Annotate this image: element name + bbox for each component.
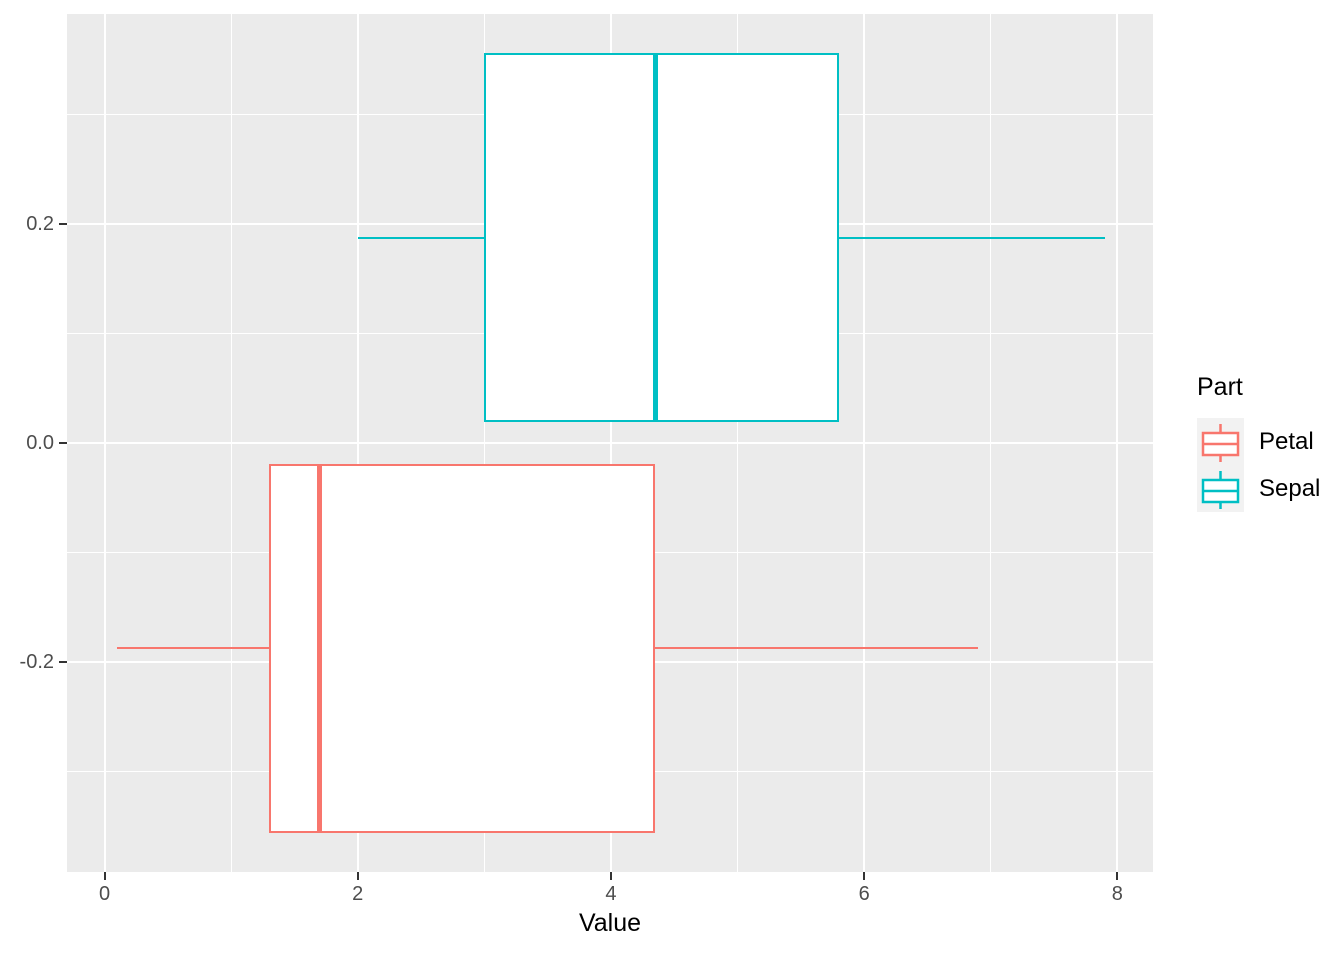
median-petal <box>317 463 323 834</box>
x-tick-label: 8 <box>1111 883 1123 905</box>
median-sepal <box>652 52 658 423</box>
legend-title: Part <box>1197 373 1243 401</box>
boxplot-key-icon <box>1201 424 1240 462</box>
x-tick-mark <box>103 872 106 880</box>
whisker-left-petal <box>117 647 270 650</box>
legend-key-petal <box>1197 418 1244 465</box>
y-tick-mark <box>59 660 67 663</box>
legend-label-sepal: Sepal <box>1259 475 1321 502</box>
y-tick-label: 0.2 <box>26 213 54 235</box>
box-sepal <box>484 52 839 423</box>
y-tick-mark <box>59 223 67 225</box>
y-tick-label: 0.0 <box>26 432 54 454</box>
legend-key-sepal <box>1197 465 1244 512</box>
x-tick-mark <box>863 872 866 880</box>
x-tick-mark <box>356 872 359 880</box>
boxplot-key-icon <box>1201 471 1240 509</box>
x-tick-mark <box>1116 872 1119 880</box>
x-tick-mark <box>609 872 612 880</box>
x-tick-label: 4 <box>605 883 617 905</box>
legend-label-petal: Petal <box>1259 428 1314 455</box>
y-tick-label: -0.2 <box>19 650 54 673</box>
y-tick-mark <box>59 442 67 444</box>
legend-entry-petal: Petal <box>1197 418 1344 465</box>
x-tick-label: 2 <box>352 883 364 905</box>
whisker-left-sepal <box>357 236 485 239</box>
legend-entry-sepal: Sepal <box>1197 465 1344 512</box>
x-tick-label: 6 <box>858 883 870 905</box>
x-axis-title: Value <box>578 909 642 937</box>
y-major-gridline <box>67 442 1153 444</box>
whisker-right-petal <box>655 647 979 650</box>
box-petal <box>269 463 656 834</box>
x-tick-label: 0 <box>98 883 111 905</box>
whisker-right-sepal <box>838 236 1105 239</box>
